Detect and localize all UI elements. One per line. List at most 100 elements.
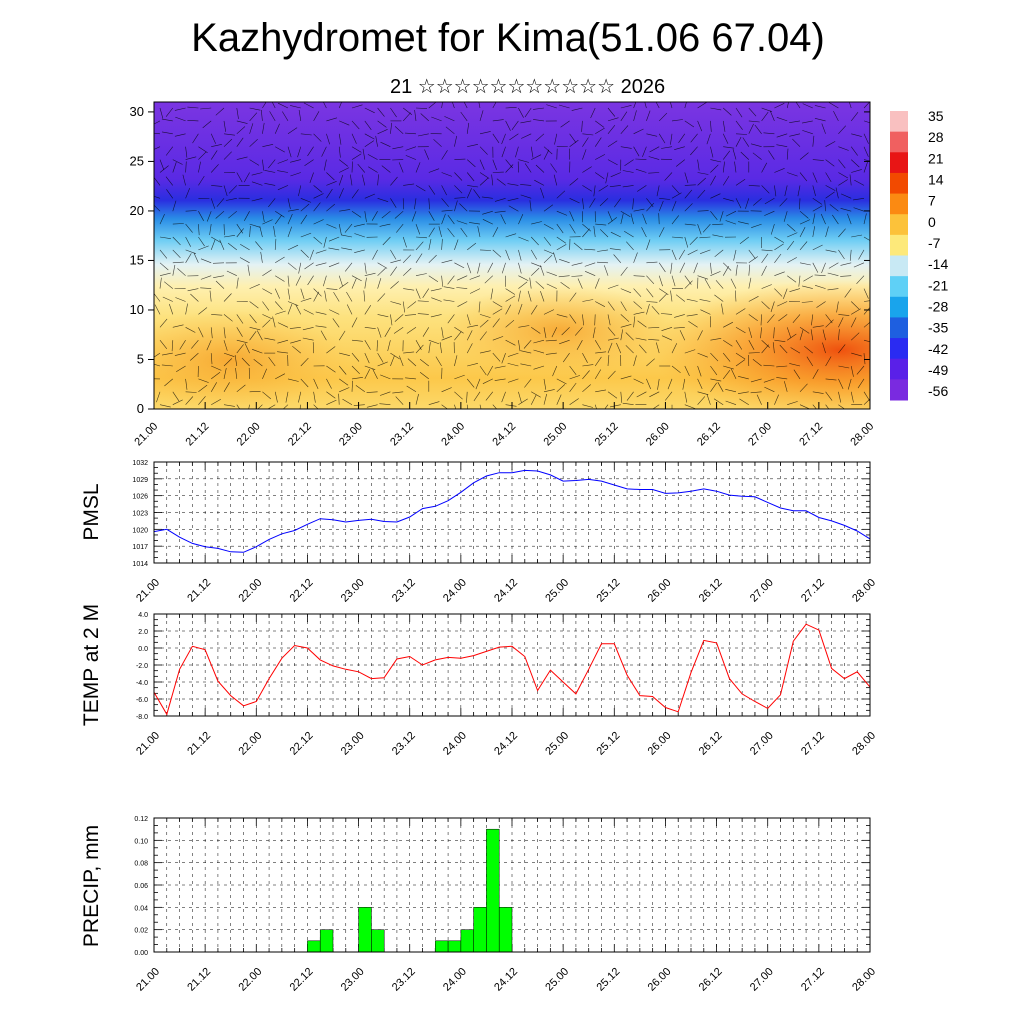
wind-arrow bbox=[816, 301, 826, 308]
wind-arrow bbox=[364, 193, 376, 199]
wind-arrow bbox=[515, 146, 519, 158]
wind-arrow bbox=[697, 189, 706, 199]
wind-arrow bbox=[307, 275, 314, 286]
wind-arrow bbox=[487, 262, 494, 273]
wind-arrow bbox=[235, 367, 238, 379]
wind-arrow bbox=[595, 389, 607, 393]
wind-arrow bbox=[799, 262, 811, 266]
wind-arrow bbox=[380, 374, 391, 380]
wind-arrow bbox=[607, 391, 618, 399]
wind-arrow bbox=[569, 365, 577, 375]
wind-arrow bbox=[686, 314, 698, 317]
wind-arrow bbox=[764, 198, 775, 205]
wind-arrow bbox=[215, 107, 225, 116]
wind-arrow bbox=[287, 288, 291, 300]
heatmap-warm-region-mid bbox=[440, 285, 680, 375]
wind-arrow bbox=[646, 275, 655, 285]
wind-arrow bbox=[656, 185, 660, 197]
wind-arrow bbox=[625, 332, 634, 341]
wind-arrow bbox=[863, 300, 870, 302]
wind-arrow bbox=[351, 339, 363, 342]
x-tick-label: 26.00 bbox=[646, 966, 674, 994]
wind-arrow bbox=[789, 120, 801, 123]
wind-arrow bbox=[657, 378, 660, 390]
wind-arrow bbox=[390, 122, 392, 134]
wind-arrow bbox=[428, 401, 440, 405]
wind-arrow bbox=[760, 314, 762, 326]
wind-arrow bbox=[687, 249, 698, 256]
wind-arrow bbox=[443, 299, 455, 302]
wind-arrow bbox=[215, 280, 225, 289]
wind-arrow bbox=[761, 284, 772, 289]
wind-arrow bbox=[223, 235, 235, 238]
wind-arrow bbox=[350, 174, 353, 186]
wind-arrow bbox=[584, 271, 596, 276]
x-tick-label: 26.00 bbox=[646, 577, 674, 605]
wind-arrow bbox=[799, 327, 810, 334]
wind-arrow bbox=[256, 330, 263, 341]
wind-arrow bbox=[505, 288, 516, 295]
wind-arrow bbox=[630, 213, 634, 225]
wind-arrow bbox=[223, 138, 233, 147]
wind-arrow bbox=[454, 200, 458, 212]
wind-arrow bbox=[300, 214, 308, 225]
wind-arrow bbox=[223, 151, 232, 160]
wind-arrow bbox=[582, 185, 592, 192]
wind-arrow bbox=[341, 234, 353, 238]
wind-arrow bbox=[533, 349, 545, 354]
wind-arrow bbox=[249, 112, 258, 122]
wind-arrow bbox=[236, 344, 244, 354]
wind-arrow bbox=[415, 344, 424, 354]
wind-arrow bbox=[161, 131, 173, 135]
wind-arrow bbox=[561, 327, 570, 336]
wind-arrow bbox=[275, 256, 285, 264]
colorbar-swatch bbox=[890, 358, 908, 380]
wind-arrow bbox=[620, 391, 623, 403]
wind-arrow bbox=[339, 120, 350, 126]
wind-arrow bbox=[814, 105, 826, 109]
wind-arrow bbox=[671, 249, 677, 261]
wind-arrow bbox=[543, 249, 555, 255]
wind-arrow bbox=[428, 339, 440, 345]
wind-arrow bbox=[524, 378, 532, 388]
page-title: Kazhydromet for Kima(51.06 67.04) bbox=[191, 16, 825, 60]
wind-arrow bbox=[812, 159, 824, 161]
wind-arrow bbox=[543, 223, 554, 230]
wind-arrow bbox=[467, 324, 479, 328]
wind-arrow bbox=[393, 327, 404, 334]
wind-arrow bbox=[507, 378, 519, 383]
wind-arrow bbox=[667, 378, 673, 390]
wind-arrow bbox=[466, 188, 472, 199]
wind-arrow bbox=[211, 365, 222, 371]
wind-arrow bbox=[367, 154, 378, 160]
wind-arrow bbox=[569, 198, 580, 204]
precip-bar bbox=[473, 907, 487, 953]
wind-arrow bbox=[607, 284, 619, 289]
wind-arrow bbox=[676, 159, 685, 167]
colorbar-label: -14 bbox=[928, 256, 948, 272]
wind-arrow bbox=[172, 200, 177, 212]
panel-frame bbox=[153, 817, 871, 953]
wind-arrow bbox=[524, 107, 532, 118]
wind-arrow bbox=[750, 378, 762, 383]
x-tick-label: 27.12 bbox=[799, 966, 827, 994]
wind-arrow bbox=[520, 194, 532, 199]
wind-arrow bbox=[633, 378, 644, 384]
wind-arrow bbox=[518, 281, 528, 289]
wind-arrow bbox=[553, 252, 558, 263]
wind-arrow bbox=[543, 204, 554, 212]
y-axis-label: PMSL bbox=[80, 483, 103, 540]
wind-arrow bbox=[569, 211, 575, 222]
wind-arrow bbox=[162, 296, 173, 302]
wind-arrow bbox=[262, 102, 267, 109]
wind-arrow bbox=[531, 327, 541, 334]
wind-arrow bbox=[635, 168, 647, 173]
wind-arrow bbox=[236, 156, 248, 160]
x-tick-label: 22.00 bbox=[236, 730, 264, 758]
wind-arrow bbox=[209, 224, 212, 236]
x-tick-label: 27.12 bbox=[799, 730, 827, 758]
y-tick-label: 1017 bbox=[132, 544, 148, 551]
wind-arrow bbox=[774, 271, 785, 276]
wind-arrow bbox=[735, 107, 743, 118]
wind-arrow bbox=[684, 404, 696, 409]
